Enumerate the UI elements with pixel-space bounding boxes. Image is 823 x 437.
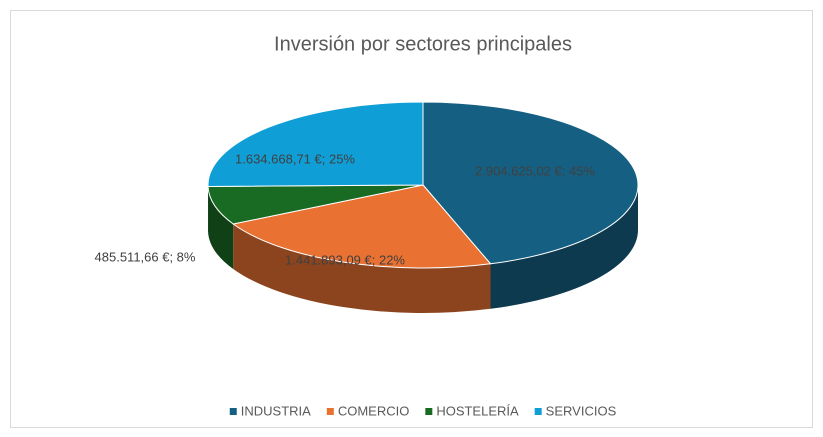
legend-label: COMERCIO: [338, 403, 410, 418]
legend-swatch: [534, 408, 542, 415]
slice: [232, 184, 492, 269]
legend-swatch: [326, 408, 334, 415]
legend-label: INDUSTRIA: [241, 403, 311, 418]
slice: [207, 184, 424, 225]
legend-label: HOSTELERÍA: [436, 403, 519, 418]
data-label: 2.904.625,02 €; 45%: [475, 163, 595, 178]
chart-title: Inversión por sectores principales: [274, 33, 572, 55]
slice-side: [208, 186, 234, 270]
legend-swatch: [425, 408, 433, 415]
legend: INDUSTRIA COMERCIO HOSTELERÍA SERVICIOS: [229, 403, 617, 418]
legend-swatch: [229, 408, 237, 415]
slice-side: [233, 224, 491, 313]
data-label: 485.511,66 €; 8%: [95, 249, 196, 264]
data-label: 1.441.893,09 €; 22%: [285, 252, 405, 267]
slice-side: [490, 185, 638, 309]
legend-label: SERVICIOS: [546, 403, 617, 418]
slice: [422, 101, 639, 265]
data-label: 1.634.668,71 €; 25%: [235, 151, 355, 166]
slice: [207, 101, 424, 187]
